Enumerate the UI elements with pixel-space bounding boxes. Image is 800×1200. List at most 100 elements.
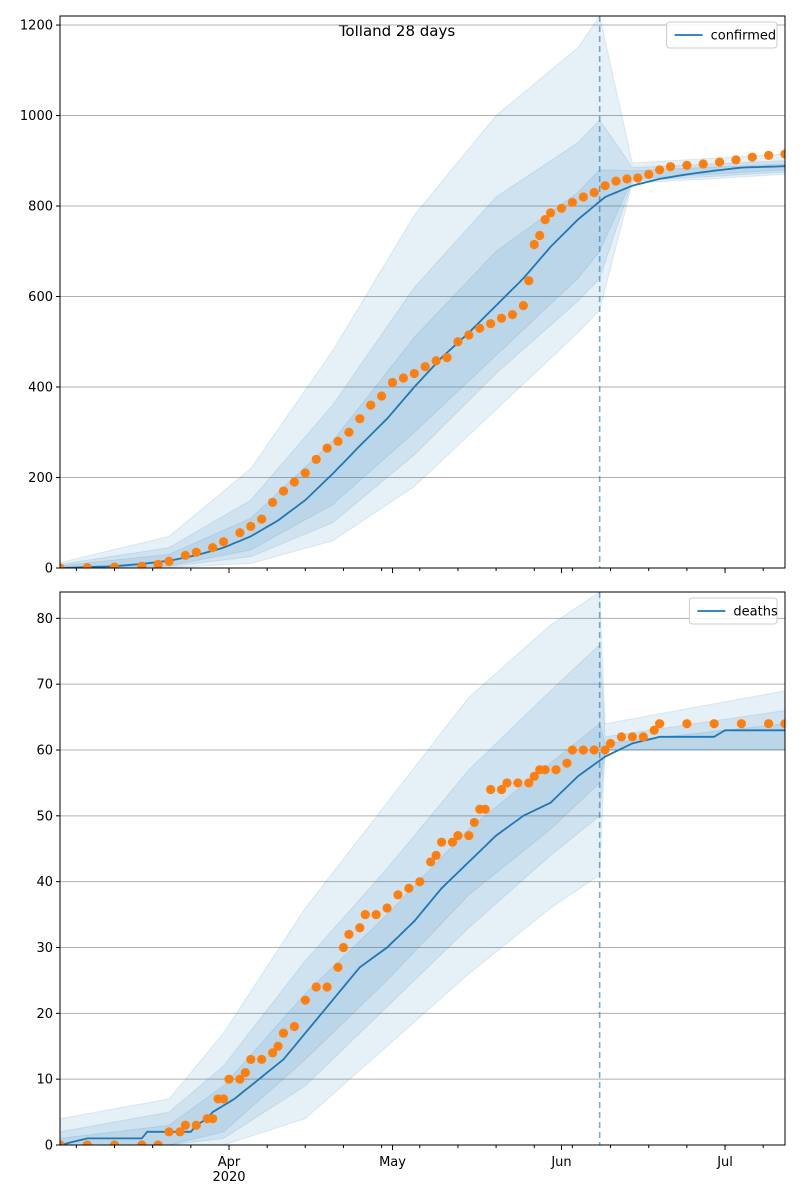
observed-point [480, 804, 490, 814]
observed-point [278, 1028, 289, 1038]
observed-point [164, 1127, 174, 1137]
observed-point [524, 778, 534, 788]
observed-point [218, 1094, 229, 1104]
observed-point [137, 1140, 147, 1145]
observed-point [442, 353, 452, 363]
observed-point [447, 837, 458, 847]
x-tick-label: 2020 [212, 1170, 245, 1185]
observed-point [311, 454, 321, 465]
uncertainty-band [60, 722, 785, 1145]
observed-point [436, 837, 447, 847]
observed-point [240, 1067, 250, 1078]
observed-point [82, 1140, 92, 1145]
observed-point [180, 550, 190, 560]
y-tick-label: 50 [36, 809, 53, 824]
observed-point [404, 883, 414, 893]
legend: confirmed [666, 21, 778, 49]
observed-point [153, 559, 163, 568]
observed-point [540, 215, 550, 225]
x-tick-label: Apr [218, 1155, 241, 1170]
observed-point [322, 982, 332, 992]
uncertainty-band [60, 592, 785, 1145]
observed-point [578, 192, 588, 202]
observed-point [589, 187, 599, 198]
y-tick-label: 0 [45, 1139, 53, 1154]
observed-point [387, 377, 398, 388]
observed-point [731, 155, 741, 165]
observed-point [333, 962, 343, 972]
observed-point [278, 486, 289, 496]
observed-point [496, 313, 507, 323]
observed-point [289, 1021, 299, 1032]
observed-point [486, 319, 496, 329]
observed-point [529, 771, 539, 781]
observed-point [698, 159, 708, 169]
observed-point [486, 784, 496, 795]
observed-point [322, 443, 332, 453]
observed-point [431, 356, 441, 366]
observed-point [502, 778, 512, 788]
y-tick-label: 800 [28, 200, 53, 215]
observed-point [257, 1054, 267, 1065]
observed-point [300, 995, 310, 1005]
x-tick-label: May [379, 1155, 406, 1170]
observed-point [682, 719, 692, 729]
y-tick-label: 1000 [20, 109, 53, 124]
chart-title: Tolland 28 days [338, 22, 456, 40]
panel-1: 0 200 400 600 800 1000 1200 confirmed [20, 15, 786, 577]
observed-point [344, 929, 354, 939]
y-tick-label: 30 [36, 941, 53, 956]
observed-point [273, 1041, 283, 1051]
observed-point [622, 174, 632, 184]
observed-point [398, 373, 409, 383]
observed-point [289, 477, 299, 487]
observed-point [224, 1074, 234, 1084]
observed-point [208, 543, 218, 553]
observed-point [551, 765, 561, 775]
observed-point [475, 323, 485, 333]
observed-point [605, 738, 616, 749]
observed-point [600, 181, 610, 191]
observed-point [780, 719, 785, 729]
y-tick-label: 10 [36, 1073, 53, 1088]
observed-point [611, 176, 621, 186]
y-tick-label: 80 [36, 612, 53, 627]
observed-point [524, 276, 534, 286]
observed-point [529, 239, 539, 250]
observed-point [82, 562, 92, 568]
observed-point [300, 468, 310, 478]
observed-point [60, 563, 65, 568]
observed-point [208, 1114, 218, 1124]
observed-point [567, 745, 578, 755]
observed-point [453, 337, 463, 347]
observed-point [109, 562, 120, 568]
observed-point [377, 391, 387, 401]
plot-area [60, 592, 785, 1145]
axes-frame [59, 591, 786, 1146]
observed-point [218, 537, 229, 547]
y-tick-label: 60 [36, 744, 53, 759]
legend-box [666, 21, 778, 49]
observed-point [257, 514, 267, 524]
observed-point [175, 1127, 185, 1137]
observed-point [409, 368, 419, 379]
observed-point [311, 982, 321, 992]
y-tick-label: 200 [28, 471, 53, 486]
observed-point [644, 169, 654, 179]
observed-point [246, 521, 256, 531]
observed-point [589, 745, 599, 755]
observed-point [191, 1120, 201, 1130]
observed-point [464, 330, 474, 340]
observed-point [736, 719, 746, 729]
observed-point [518, 300, 528, 311]
observed-point [338, 942, 349, 953]
model-line [60, 165, 785, 568]
observed-point [464, 830, 474, 841]
observed-point [235, 1074, 245, 1084]
observed-point [137, 561, 147, 568]
observed-point [540, 765, 550, 775]
uncertainty-band [60, 119, 785, 568]
observed-point [333, 436, 343, 446]
legend-label: deaths [733, 605, 778, 620]
